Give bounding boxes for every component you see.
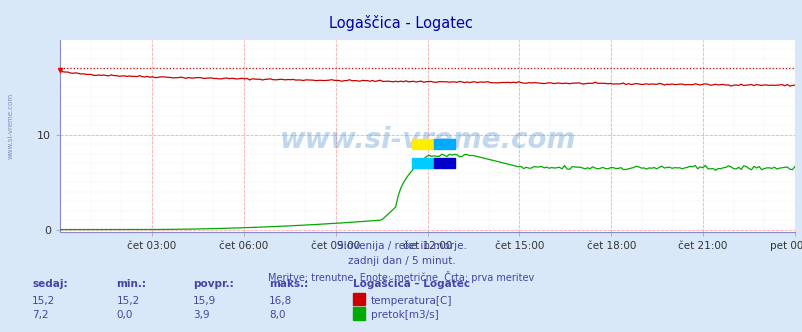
Text: 7,2: 7,2 — [32, 310, 49, 320]
Text: www.si-vreme.com: www.si-vreme.com — [8, 93, 14, 159]
Bar — [411, 139, 433, 149]
Text: Logaščica - Logatec: Logaščica - Logatec — [329, 15, 473, 31]
Text: 0,0: 0,0 — [116, 310, 132, 320]
Text: povpr.:: povpr.: — [192, 279, 233, 289]
Text: zadnji dan / 5 minut.: zadnji dan / 5 minut. — [347, 256, 455, 266]
Bar — [433, 158, 455, 168]
Bar — [433, 139, 455, 149]
Text: sedaj:: sedaj: — [32, 279, 67, 289]
Text: 15,2: 15,2 — [116, 296, 140, 306]
Text: 8,0: 8,0 — [269, 310, 286, 320]
Text: pretok[m3/s]: pretok[m3/s] — [371, 310, 438, 320]
Text: 16,8: 16,8 — [269, 296, 292, 306]
Bar — [411, 158, 433, 168]
Text: temperatura[C]: temperatura[C] — [371, 296, 452, 306]
Text: 15,2: 15,2 — [32, 296, 55, 306]
Text: Logaščica – Logatec: Logaščica – Logatec — [353, 279, 470, 289]
Text: www.si-vreme.com: www.si-vreme.com — [279, 126, 575, 154]
Text: Slovenija / reke in morje.: Slovenija / reke in morje. — [336, 241, 466, 251]
Text: min.:: min.: — [116, 279, 146, 289]
Text: maks.:: maks.: — [269, 279, 308, 289]
Text: 15,9: 15,9 — [192, 296, 216, 306]
Text: Meritve: trenutne  Enote: metrične  Črta: prva meritev: Meritve: trenutne Enote: metrične Črta: … — [268, 271, 534, 283]
Text: 3,9: 3,9 — [192, 310, 209, 320]
